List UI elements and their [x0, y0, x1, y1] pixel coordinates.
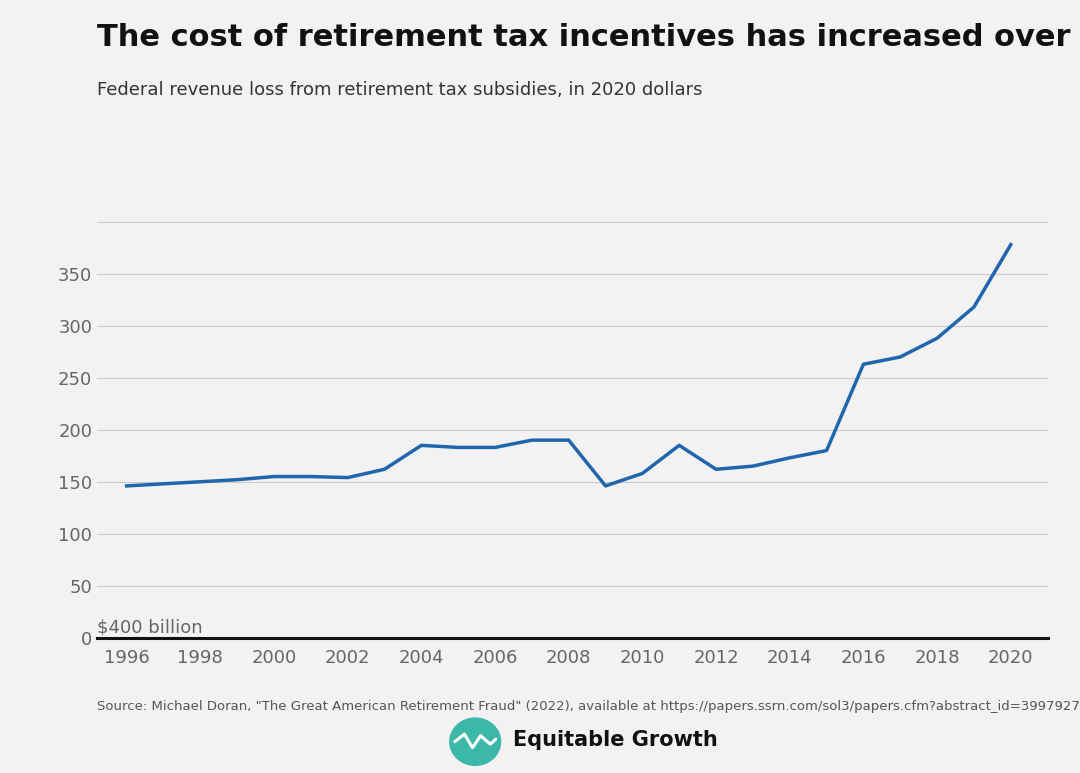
Text: Source: Michael Doran, "The Great American Retirement Fraud" (2022), available a: Source: Michael Doran, "The Great Americ… [97, 700, 1080, 713]
Text: Federal revenue loss from retirement tax subsidies, in 2020 dollars: Federal revenue loss from retirement tax… [97, 81, 703, 99]
Circle shape [450, 718, 501, 765]
Text: $400 billion: $400 billion [97, 618, 203, 637]
Text: Equitable Growth: Equitable Growth [513, 730, 718, 750]
Text: The cost of retirement tax incentives has increased over the past decade: The cost of retirement tax incentives ha… [97, 23, 1080, 53]
